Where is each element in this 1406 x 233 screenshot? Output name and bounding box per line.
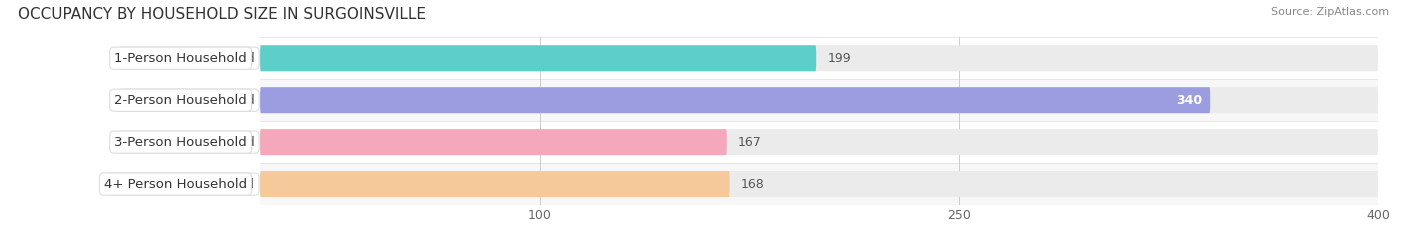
Text: 2-Person Household: 2-Person Household xyxy=(122,94,254,107)
FancyBboxPatch shape xyxy=(260,45,1378,71)
FancyBboxPatch shape xyxy=(260,87,1211,113)
FancyBboxPatch shape xyxy=(260,129,1378,155)
Text: Source: ZipAtlas.com: Source: ZipAtlas.com xyxy=(1271,7,1389,17)
FancyBboxPatch shape xyxy=(260,171,1378,197)
Text: 1-Person Household: 1-Person Household xyxy=(114,52,247,65)
Bar xyxy=(260,121,1378,163)
Text: 2-Person Household: 2-Person Household xyxy=(114,94,247,107)
Text: 3-Person Household: 3-Person Household xyxy=(114,136,247,149)
Bar xyxy=(260,37,1378,79)
Text: OCCUPANCY BY HOUSEHOLD SIZE IN SURGOINSVILLE: OCCUPANCY BY HOUSEHOLD SIZE IN SURGOINSV… xyxy=(18,7,426,22)
Text: 168: 168 xyxy=(741,178,765,191)
Text: 4+ Person Household: 4+ Person Household xyxy=(104,178,247,191)
Bar xyxy=(260,163,1378,205)
FancyBboxPatch shape xyxy=(260,171,730,197)
Text: 4+ Person Household: 4+ Person Household xyxy=(111,178,254,191)
FancyBboxPatch shape xyxy=(260,45,817,71)
Text: 340: 340 xyxy=(1175,94,1202,107)
Bar xyxy=(260,79,1378,121)
Text: 1-Person Household: 1-Person Household xyxy=(122,52,254,65)
FancyBboxPatch shape xyxy=(260,87,1378,113)
FancyBboxPatch shape xyxy=(260,129,727,155)
Text: 199: 199 xyxy=(827,52,851,65)
Text: 167: 167 xyxy=(738,136,762,149)
Text: 3-Person Household: 3-Person Household xyxy=(122,136,254,149)
